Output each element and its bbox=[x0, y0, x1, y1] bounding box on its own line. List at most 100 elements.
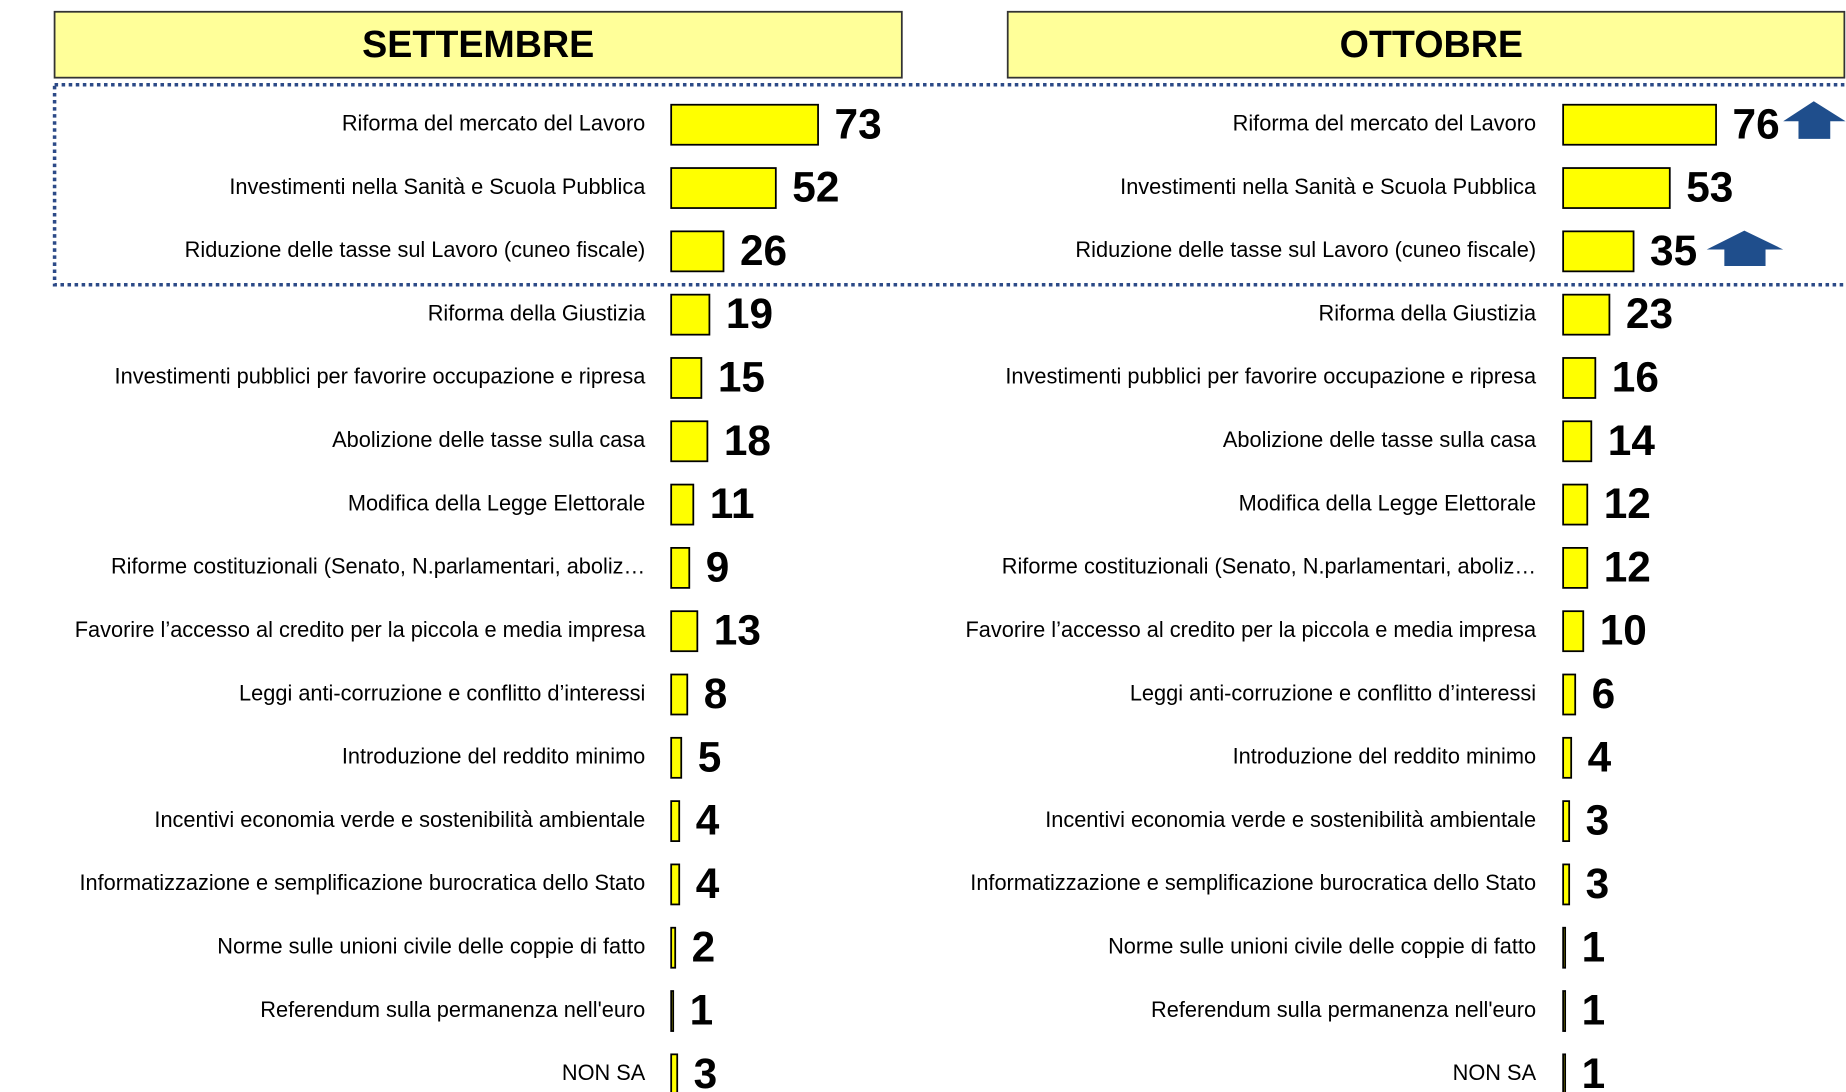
category-label: Introduzione del reddito minimo bbox=[1233, 744, 1536, 769]
category-label: Referendum sulla permanenza nell'euro bbox=[1151, 997, 1536, 1022]
value-label: 35 bbox=[1650, 227, 1697, 274]
value-label: 5 bbox=[698, 733, 722, 780]
value-label: 4 bbox=[1588, 733, 1612, 780]
category-label: Riforma del mercato del Lavoro bbox=[1233, 110, 1536, 135]
bar bbox=[670, 673, 689, 716]
value-label: 6 bbox=[1592, 670, 1616, 717]
bar bbox=[670, 736, 683, 779]
value-label: 4 bbox=[696, 797, 720, 844]
bar bbox=[1562, 610, 1585, 653]
value-label: 73 bbox=[835, 100, 882, 147]
bar bbox=[1562, 863, 1571, 906]
bar bbox=[1562, 293, 1611, 336]
category-label: Modifica della Legge Elettorale bbox=[1239, 490, 1536, 515]
category-label: Riforme costituzionali (Senato, N.parlam… bbox=[111, 554, 645, 579]
category-label: Riforma della Giustizia bbox=[1318, 300, 1536, 325]
bar bbox=[670, 167, 777, 209]
value-label: 16 bbox=[1612, 354, 1659, 401]
value-label: 8 bbox=[704, 670, 728, 717]
category-label: NON SA bbox=[1453, 1060, 1537, 1085]
bar bbox=[670, 230, 725, 273]
value-label: 3 bbox=[1586, 797, 1610, 844]
bar bbox=[670, 103, 819, 146]
category-label: Abolizione delle tasse sulla casa bbox=[332, 427, 646, 452]
category-label: Incentivi economia verde e sostenibilità… bbox=[1045, 807, 1536, 832]
bar bbox=[670, 1053, 679, 1092]
bar bbox=[670, 800, 681, 843]
value-label: 52 bbox=[792, 164, 839, 211]
value-label: 76 bbox=[1733, 100, 1780, 147]
value-label: 2 bbox=[692, 923, 716, 970]
value-label: 26 bbox=[740, 227, 787, 274]
value-label: 9 bbox=[706, 543, 730, 590]
value-label: 18 bbox=[724, 417, 771, 464]
bar bbox=[1562, 990, 1567, 1032]
bar bbox=[670, 293, 711, 336]
bar bbox=[1562, 483, 1589, 526]
value-label: 1 bbox=[1582, 923, 1606, 970]
bar bbox=[1562, 926, 1567, 969]
category-label: Modifica della Legge Elettorale bbox=[348, 490, 645, 515]
increase-arrow bbox=[1706, 230, 1784, 266]
value-label: 14 bbox=[1608, 417, 1656, 464]
bar bbox=[670, 990, 675, 1032]
category-label: Informatizzazione e semplificazione buro… bbox=[970, 870, 1536, 895]
highlight-box bbox=[52, 82, 1846, 287]
category-label: Norme sulle unioni civile delle coppie d… bbox=[1108, 933, 1536, 958]
bar bbox=[1562, 800, 1571, 843]
value-label: 19 bbox=[726, 290, 773, 337]
bar bbox=[670, 483, 695, 526]
category-label: Norme sulle unioni civile delle coppie d… bbox=[217, 933, 645, 958]
category-label: Favorire l’accesso al credito per la pic… bbox=[75, 617, 646, 642]
increase-arrow bbox=[1783, 101, 1846, 139]
value-label: 12 bbox=[1604, 543, 1651, 590]
category-label: NON SA bbox=[562, 1060, 646, 1085]
bar bbox=[1562, 230, 1635, 273]
category-label: Favorire l’accesso al credito per la pic… bbox=[965, 617, 1536, 642]
category-label: Incentivi economia verde e sostenibilità… bbox=[154, 807, 645, 832]
panel-title: SETTEMBRE bbox=[362, 23, 594, 65]
category-label: Informatizzazione e semplificazione buro… bbox=[79, 870, 645, 895]
bar bbox=[1562, 357, 1597, 399]
category-label: Riforme costituzionali (Senato, N.parlam… bbox=[1002, 554, 1536, 579]
value-label: 53 bbox=[1686, 164, 1733, 211]
value-label: 15 bbox=[718, 354, 765, 401]
category-label: Riduzione delle tasse sul Lavoro (cuneo … bbox=[185, 237, 646, 262]
bar bbox=[670, 863, 681, 906]
bar bbox=[1562, 673, 1577, 716]
value-label: 12 bbox=[1604, 480, 1651, 527]
category-label: Leggi anti-corruzione e conflitto d’inte… bbox=[1130, 680, 1536, 705]
category-label: Riforma della Giustizia bbox=[428, 300, 646, 325]
panel-header bbox=[1006, 10, 1846, 79]
bar bbox=[1562, 420, 1593, 463]
bar bbox=[670, 420, 709, 463]
value-label: 4 bbox=[696, 860, 720, 907]
value-label: 11 bbox=[710, 480, 755, 527]
bar bbox=[1562, 736, 1573, 779]
value-label: 10 bbox=[1600, 607, 1647, 654]
value-label: 3 bbox=[1586, 860, 1610, 907]
category-label: Investimenti nella Sanità e Scuola Pubbl… bbox=[1120, 174, 1537, 199]
value-label: 23 bbox=[1626, 290, 1673, 337]
panel-header bbox=[53, 10, 903, 79]
bar bbox=[1562, 547, 1589, 589]
value-label: 1 bbox=[1582, 1050, 1606, 1092]
category-label: Investimenti pubblici per favorire occup… bbox=[1005, 364, 1537, 389]
bar bbox=[670, 357, 703, 399]
value-label: 1 bbox=[690, 987, 714, 1034]
category-label: Introduzione del reddito minimo bbox=[342, 744, 645, 769]
bar bbox=[1562, 167, 1671, 209]
value-label: 1 bbox=[1582, 987, 1606, 1034]
category-label: Riduzione delle tasse sul Lavoro (cuneo … bbox=[1075, 237, 1536, 262]
bar bbox=[670, 926, 677, 969]
panel-title: OTTOBRE bbox=[1340, 23, 1523, 65]
category-label: Leggi anti-corruzione e conflitto d’inte… bbox=[239, 680, 645, 705]
bar bbox=[670, 547, 691, 589]
category-label: Investimenti nella Sanità e Scuola Pubbl… bbox=[229, 174, 646, 199]
value-label: 3 bbox=[694, 1050, 718, 1092]
category-label: Abolizione delle tasse sulla casa bbox=[1223, 427, 1537, 452]
category-label: Referendum sulla permanenza nell'euro bbox=[260, 997, 645, 1022]
value-label: 13 bbox=[714, 607, 761, 654]
bar bbox=[670, 610, 699, 653]
bar bbox=[1562, 103, 1717, 146]
